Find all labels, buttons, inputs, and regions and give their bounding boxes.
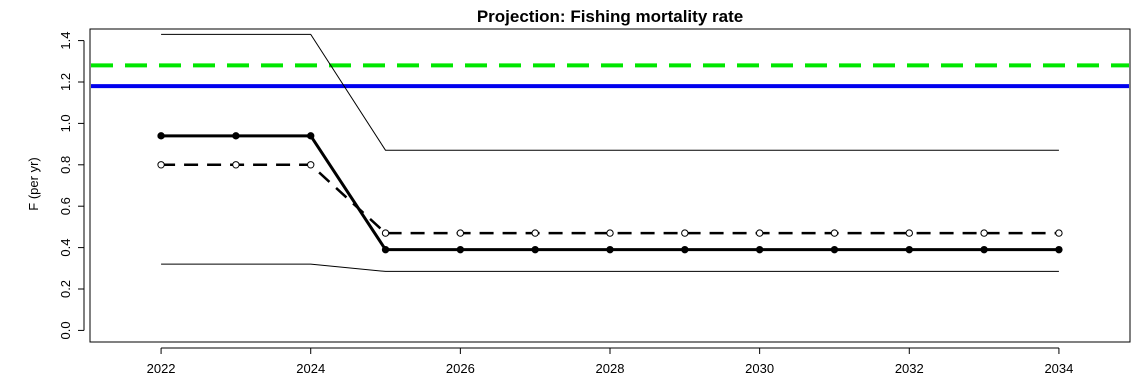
series-3-point [232, 161, 240, 169]
y-tick-label: 1.4 [58, 32, 73, 50]
series-3-point [381, 229, 390, 237]
y-tick-label: 1.0 [58, 114, 73, 132]
y-tick-label: 1.2 [58, 73, 73, 91]
x-tick-label: 2030 [745, 361, 774, 376]
series-4-point [755, 245, 764, 254]
y-tick-label: 0.2 [58, 280, 73, 298]
series-3-point [681, 229, 689, 237]
series-4-point [980, 245, 988, 254]
series-4-point [681, 245, 689, 254]
series-3-point [531, 229, 539, 237]
series-3-point [307, 161, 315, 169]
series-4-point [531, 245, 539, 254]
series-4-point [606, 245, 614, 254]
x-tick-label: 2024 [296, 361, 325, 376]
series-3-point [905, 229, 913, 237]
series-3-point [830, 229, 839, 237]
series-3-point [980, 229, 988, 237]
series-4-point [157, 132, 165, 140]
y-axis-label: F (per yr) [26, 157, 41, 210]
plot-frame [89, 28, 1131, 343]
y-axis: 0.0 0.2 0.4 0.6 0.8 1.0 1.2 1.4 [58, 32, 85, 339]
x-tick-label: 2026 [446, 361, 475, 376]
series-3-point [606, 229, 614, 237]
series-4-point [307, 132, 315, 140]
series-line-3 [161, 163, 1059, 235]
chart-title: Projection: Fishing mortality rate [477, 7, 743, 26]
x-tick-label: 2032 [895, 361, 924, 376]
x-tick-label: 2028 [596, 361, 625, 376]
x-axis: 2022 2024 2026 2028 2030 2032 2034 [147, 347, 1073, 376]
series-4-point [456, 245, 465, 254]
series-3-point [1055, 229, 1063, 237]
x-tick-label: 2022 [147, 361, 176, 376]
series-line-1 [161, 33, 1059, 151]
x-tick-label: 2034 [1044, 361, 1073, 376]
series-3-point [755, 229, 764, 237]
y-tick-label: 0.0 [58, 321, 73, 339]
y-tick-label: 0.6 [58, 197, 73, 215]
series-4-point [905, 245, 913, 254]
series-4-point [830, 245, 839, 254]
series-4-point [232, 132, 240, 140]
series-3-point [157, 161, 165, 169]
series-4-point [381, 245, 390, 254]
series-line-2 [161, 263, 1059, 272]
plot-area [91, 33, 1129, 272]
series-4-point [1055, 245, 1063, 254]
y-tick-label: 0.4 [58, 239, 73, 257]
y-tick-label: 0.8 [58, 156, 73, 174]
series-3-point [456, 229, 465, 237]
